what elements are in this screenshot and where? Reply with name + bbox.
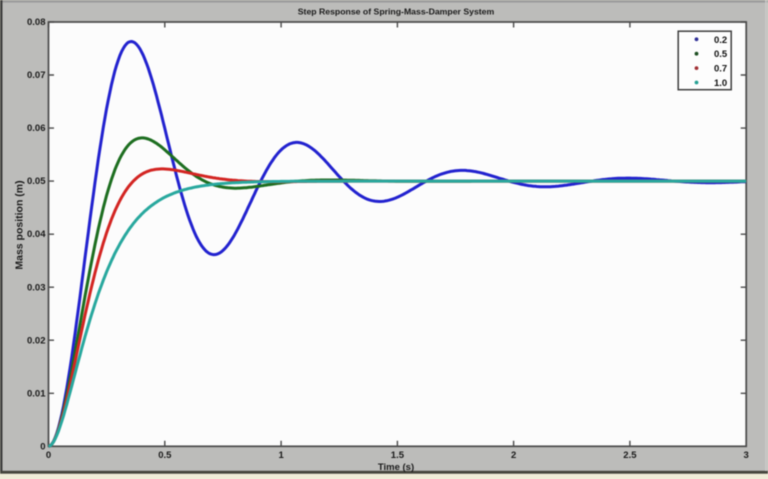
svg-text:2: 2 — [511, 450, 516, 461]
svg-text:2.5: 2.5 — [623, 450, 637, 461]
svg-text:0.5: 0.5 — [158, 450, 172, 461]
svg-text:Step Response of Spring-Mass-D: Step Response of Spring-Mass-Damper Syst… — [298, 6, 495, 16]
svg-text:0.2: 0.2 — [714, 35, 727, 46]
svg-text:1.0: 1.0 — [714, 78, 727, 89]
svg-text:Time (s): Time (s) — [378, 462, 414, 473]
svg-text:0.5: 0.5 — [714, 49, 728, 60]
svg-text:1: 1 — [278, 450, 284, 461]
svg-text:0.02: 0.02 — [27, 335, 46, 346]
svg-text:Mass position (m): Mass position (m) — [14, 180, 26, 269]
svg-text:0.03: 0.03 — [27, 282, 46, 293]
svg-text:0: 0 — [46, 450, 51, 461]
svg-text:0.01: 0.01 — [27, 388, 46, 399]
svg-text:0: 0 — [40, 441, 45, 452]
svg-text:0.05: 0.05 — [27, 176, 46, 187]
svg-text:1.5: 1.5 — [391, 450, 405, 461]
svg-text:0.06: 0.06 — [27, 123, 46, 134]
svg-text:3: 3 — [744, 450, 749, 461]
svg-text:0.7: 0.7 — [714, 64, 727, 75]
svg-text:0.07: 0.07 — [27, 70, 46, 81]
svg-text:0.04: 0.04 — [27, 229, 46, 240]
svg-text:0.08: 0.08 — [27, 17, 46, 28]
